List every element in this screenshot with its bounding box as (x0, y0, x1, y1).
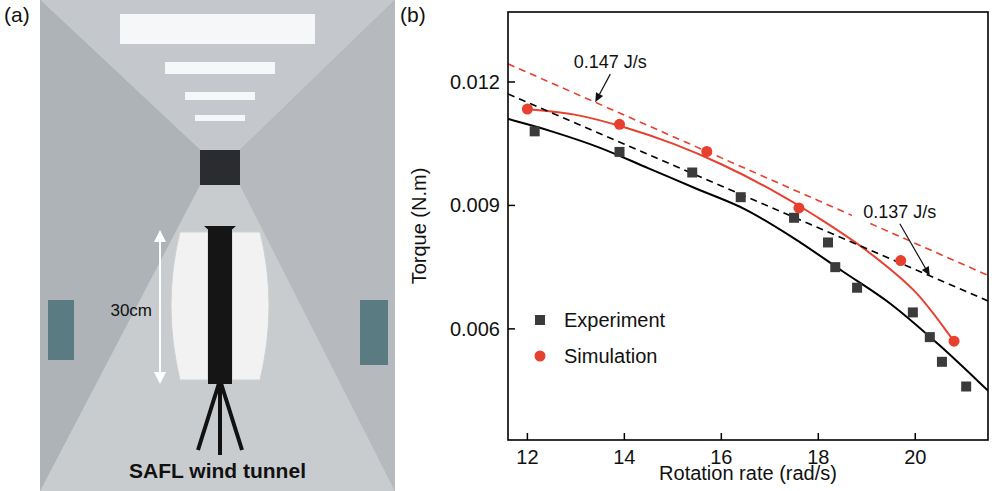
x-tick (915, 433, 917, 440)
data-point (937, 357, 947, 367)
stand-leg (218, 380, 222, 455)
label-patch (562, 52, 658, 73)
data-point (925, 332, 935, 342)
tangent-line (508, 64, 988, 276)
blade (171, 232, 208, 380)
legend-label: Experiment (564, 309, 666, 331)
data-point (793, 202, 804, 213)
caption: SAFL wind tunnel (129, 459, 306, 482)
legend-label: Simulation (564, 345, 657, 367)
label-patch (852, 202, 948, 223)
annotation-arrow (900, 224, 926, 268)
annotation: 0.147 J/s (574, 52, 647, 72)
shaft (208, 226, 232, 384)
data-point (530, 126, 540, 136)
y-tick-label: 0.006 (450, 318, 500, 340)
data-point (736, 192, 746, 202)
annotation-arrow (600, 74, 611, 94)
ceiling-light (165, 62, 275, 74)
arrow-head (595, 92, 603, 102)
data-point (895, 255, 906, 266)
y-tick (508, 328, 515, 330)
data-point (949, 336, 960, 347)
fit-curve (508, 119, 988, 391)
x-axis-title: Rotation rate (rad/s) (659, 462, 837, 484)
plot-data (508, 64, 988, 392)
scale-arrow (159, 236, 161, 378)
fit-curve (527, 109, 954, 341)
stand-leg (198, 380, 220, 450)
plot-frame (508, 12, 988, 440)
ceiling-light (120, 14, 315, 44)
arrow-head (922, 266, 930, 276)
legend-marker (535, 315, 545, 325)
photo-bg (40, 0, 395, 491)
legend-marker (535, 351, 546, 362)
data-point (961, 382, 971, 392)
x-tick (818, 433, 820, 440)
x-tick (527, 433, 529, 440)
y-tick-label: 0.009 (450, 194, 500, 216)
ceiling-light (185, 92, 255, 100)
y-tick (508, 205, 515, 207)
scale-label: 30cm (110, 301, 152, 320)
x-tick-label: 20 (904, 446, 926, 468)
tunnel-end (200, 150, 240, 185)
y-tick-label: 0.012 (450, 71, 500, 93)
panel-label: (b) (400, 3, 426, 26)
arrow-head (154, 372, 166, 384)
x-tick (624, 433, 626, 440)
figure: 30cmSAFL wind tunnel(a)(b)12141618200.00… (0, 0, 997, 491)
photo-panel: 30cm SAFL wind tunnel (40, 0, 395, 491)
blade (232, 232, 269, 380)
data-point (789, 213, 799, 223)
annotation: 0.137 J/s (863, 202, 936, 222)
data-point (614, 119, 625, 130)
panel-label: (a) (4, 3, 30, 26)
data-point (852, 283, 862, 293)
window (48, 300, 74, 360)
arrow-head (154, 230, 166, 242)
data-point (908, 307, 918, 317)
data-point (830, 262, 840, 272)
y-axis-title: Torque (N.m) (408, 168, 430, 285)
data-point (522, 104, 533, 115)
x-tick-label: 12 (516, 446, 538, 468)
x-tick-label: 14 (613, 446, 635, 468)
stand-leg (220, 380, 242, 450)
data-point (687, 168, 697, 178)
window (360, 300, 388, 365)
data-point (615, 147, 625, 157)
y-tick (508, 81, 515, 83)
x-tick (721, 433, 723, 440)
floor (40, 185, 395, 491)
hub (204, 226, 236, 240)
data-point (701, 146, 712, 157)
data-point (823, 237, 833, 247)
ceiling-light (195, 115, 245, 121)
tangent-line (508, 94, 988, 301)
